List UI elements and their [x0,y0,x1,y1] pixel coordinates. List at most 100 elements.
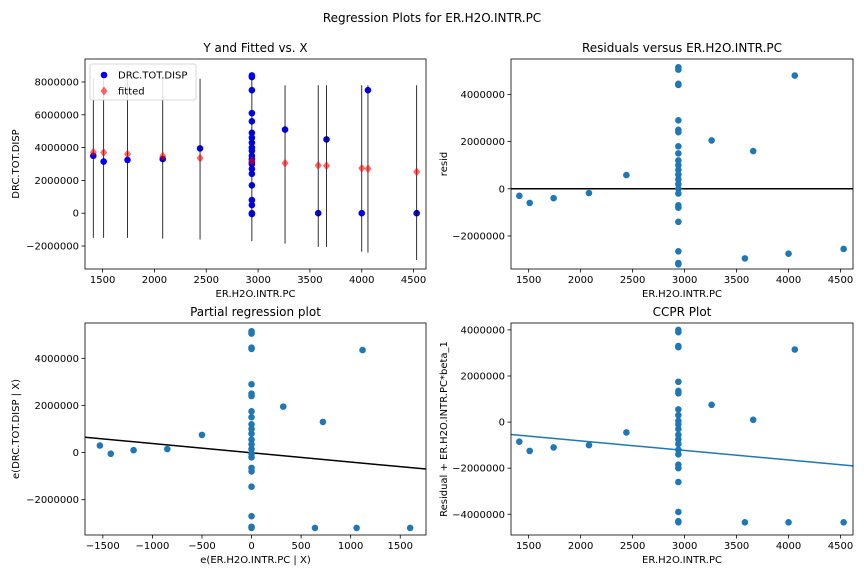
ccpr-data-point [708,401,715,409]
y-fitted-xtick-label: 4000 [349,275,374,286]
ccpr-data-point [516,438,523,445]
ccpr-data-point [675,508,682,516]
ccpr-data-point [550,444,557,451]
ccpr-data-point [675,411,682,419]
ccpr-title: CCPR Plot [653,305,712,319]
partial-regression-data-point [406,524,414,532]
residuals-data-point [675,157,682,164]
ccpr-data-point [675,451,682,458]
y-fitted-xlabel: ER.H2O.INTR.PC [216,289,296,300]
ccpr-ytick-label: −4000000 [452,510,505,521]
residuals-data-point [675,66,682,73]
y-fitted-title: Y and Fitted vs. X [202,41,307,55]
partial-regression-plot-area [85,327,426,532]
ccpr-data-point [791,346,799,353]
partial-regression-ylabel: e(DRC.TOT.DISP | X) [11,379,22,479]
y-fitted-xtick-label: 1500 [90,275,115,286]
y-fitted-fitted-point [281,158,289,168]
residuals-ytick-label: −2000000 [452,231,505,242]
ccpr-data-point [675,343,682,351]
residuals-xtick-label: 2000 [568,275,593,286]
ccpr-xtick-label: 3500 [724,541,749,552]
y-fitted-fitted-point [123,149,131,159]
partial-regression-xtick-label: −500 [188,541,215,552]
y-fitted-fitted-point [314,160,322,170]
ccpr-ytick-label: 0 [499,418,505,429]
partial-regression-title: Partial regression plot [190,305,321,319]
ccpr-ytick-label: 2000000 [460,372,505,383]
y-fitted-legend-marker-fitted [100,86,108,96]
y-fitted-ytick-label: 2000000 [34,176,79,187]
residuals-axes: Residuals versus ER.H2O.INTR.PC 1500 2000 2… [439,41,854,300]
y-fitted-fitted-point [364,164,372,174]
residuals-data-point [675,176,682,183]
residuals-xtick-label: 1500 [516,275,541,286]
y-fitted-ytick-label: 4000000 [34,143,79,154]
y-fitted-fitted-point [159,151,167,161]
ccpr-data-point [675,464,682,472]
y-fitted-data-point [248,73,256,81]
partial-regression-data-point [248,512,255,520]
y-fitted-fitted-point [100,148,108,158]
ccpr-data-point [675,519,682,526]
partial-regression-data-point [248,408,255,415]
y-fitted-fitted-point [358,163,366,173]
residuals-data-point [675,143,682,150]
y-fitted-legend-label: DRC.TOT.DISP [118,71,187,82]
residuals-xlabel: ER.H2O.INTR.PC [642,289,722,300]
ccpr-data-point [675,378,682,386]
partial-regression-ytick-label: 2000000 [34,401,79,412]
partial-regression-fit-line [85,436,426,470]
y-fitted-xtick-label: 2000 [142,275,167,286]
residuals-title: Residuals versus ER.H2O.INTR.PC [582,41,782,55]
y-fitted-fitted-point [196,153,204,163]
residuals-data-point [675,260,682,268]
residuals-data-point [623,171,630,179]
partial-regression-ytick-label: −2000000 [26,495,79,506]
residuals-data-point [708,137,715,144]
partial-regression-data-point [130,446,137,454]
ccpr-xtick-label: 2000 [568,541,593,552]
y-fitted-ytick-label: 6000000 [34,110,79,121]
partial-regression-data-point [248,436,255,443]
ccpr-plot-area [511,326,853,526]
y-fitted-frame [84,58,427,270]
ccpr-data-point [675,431,682,439]
partial-regression-data-point [248,425,255,433]
residuals-data-point [675,190,682,197]
partial-regression-data-point [248,345,255,353]
y-fitted-xtick-label: 3000 [245,275,270,286]
residuals-data-point [749,147,757,155]
ccpr-xtick-label: 1500 [516,541,541,552]
partial-regression-data-point [248,483,255,491]
residuals-data-point [785,250,792,257]
residuals-ytick-label: 2000000 [460,137,505,148]
residuals-ytick-label: 4000000 [460,90,505,101]
residuals-xtick-label: 4500 [828,275,853,286]
partial-regression-xtick-label: −1000 [135,541,169,552]
partial-regression-data-point [96,442,104,449]
y-fitted-ylabel: DRC.TOT.DISP [11,129,22,198]
ccpr-frame [510,322,854,536]
ccpr-data-point [675,406,682,413]
partial-regression-data-point [248,468,255,475]
residuals-xtick-label: 3500 [724,275,749,286]
residuals-data-point [741,255,749,262]
ccpr-ytick-label: 4000000 [460,325,505,336]
y-fitted-plot-area [89,72,421,260]
partial-regression-frame [84,322,427,536]
partial-regression-xtick-label: 1000 [338,541,363,552]
ccpr-data-point [585,441,593,449]
partial-regression-data-point [248,380,255,388]
ccpr-data-point [526,447,534,455]
partial-regression-data-point [248,330,255,337]
residuals-data-point [840,245,847,253]
y-fitted-xtick-label: 2500 [194,275,219,286]
residuals-ylabel: resid [439,152,450,176]
partial-regression-data-point [248,413,255,421]
partial-regression-xtick-label: −1500 [86,541,120,552]
partial-regression-axes: Partial regression plot −1500 −1000 −500 0 50… [11,305,427,566]
y-fitted-ytick-label: 8000000 [34,77,79,88]
y-fitted-legend-label: fitted [118,87,145,98]
ccpr-data-point [675,436,682,443]
